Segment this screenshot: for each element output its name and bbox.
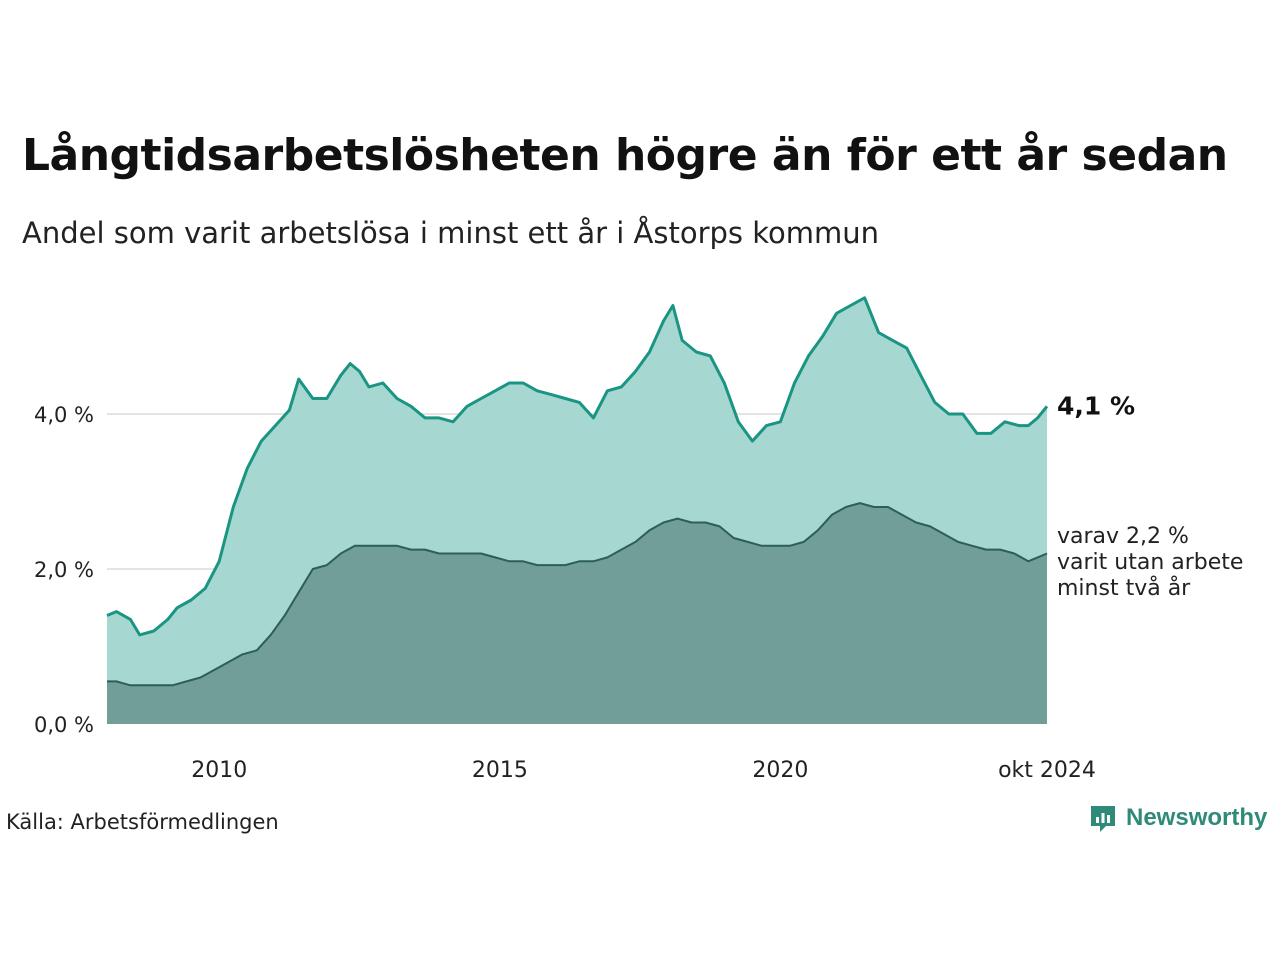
y-tick-label-1: 2,0 % <box>34 558 94 582</box>
over-two-years-line <box>107 502 1048 687</box>
chart-title: Långtidsarbetslösheten högre än för ett … <box>22 130 1228 181</box>
end-label-sub-line-0: varav 2,2 % <box>1057 524 1189 549</box>
source-note: Källa: Arbetsförmedlingen <box>6 810 279 834</box>
area-layer <box>106 296 1049 724</box>
x-tick-label-3: okt 2024 <box>998 758 1096 783</box>
brand-name: Newsworthy <box>1126 804 1268 831</box>
long-term-unemployment-line <box>106 296 1049 637</box>
end-label-sub-line-1: varit utan arbete <box>1057 550 1243 575</box>
x-tick-label-2: 2020 <box>752 758 808 783</box>
y-tick-label-2: 4,0 % <box>34 403 94 427</box>
over-two-years-area <box>107 503 1047 724</box>
x-tick-label-0: 2010 <box>191 758 247 783</box>
x-tick-label-1: 2015 <box>472 758 528 783</box>
newsworthy-logo-icon <box>1091 806 1115 832</box>
y-tick-label-0: 0,0 % <box>34 713 94 737</box>
axis-layer: 0,0 % 2,0 % 4,0 % 2010 2015 2020 okt 2024 <box>34 403 1096 783</box>
chart-subtitle: Andel som varit arbetslösa i minst ett å… <box>22 216 880 250</box>
brand-logo[interactable]: Newsworthy <box>1088 803 1267 833</box>
end-label-sub-line-2: minst två år <box>1057 575 1191 601</box>
end-label-total: 4,1 % <box>1057 391 1135 420</box>
